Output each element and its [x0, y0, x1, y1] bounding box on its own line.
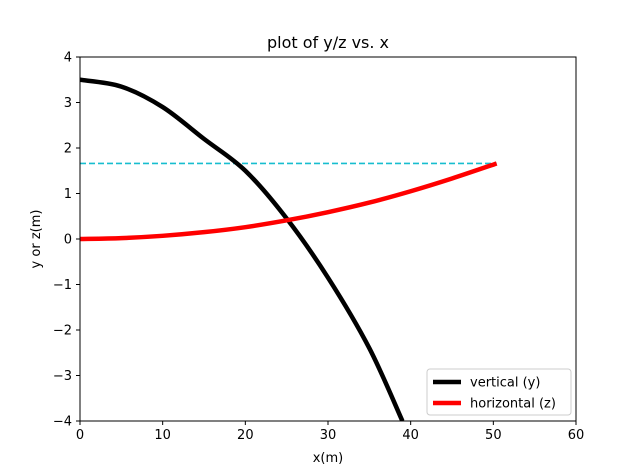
- y-tick-label: 2: [64, 142, 72, 157]
- x-tick-label: 30: [320, 428, 337, 443]
- x-tick-label: 0: [76, 428, 84, 443]
- x-tick-label: 60: [568, 428, 585, 443]
- legend: vertical (y) horizontal (z): [426, 368, 572, 416]
- x-tick-label: 20: [237, 428, 254, 443]
- y-tick-label: 0: [64, 233, 72, 248]
- legend-label: horizontal (z): [470, 397, 556, 412]
- axis-ticks: 0 10 20 30 40 50 60 −4 −3 −2 −1 0 1 2 3 4: [53, 51, 584, 444]
- series-line-vertical: [80, 77, 405, 421]
- y-tick-label: 3: [64, 96, 72, 111]
- x-axis-label: x(m): [313, 451, 344, 466]
- x-tick-label: 50: [485, 428, 502, 443]
- y-tick-label: 4: [64, 51, 72, 66]
- x-tick-label: 10: [154, 428, 171, 443]
- legend-label: vertical (y): [470, 376, 540, 391]
- y-tick-label: −3: [53, 369, 72, 384]
- axes-frame: [79, 56, 577, 422]
- y-tick-label: −4: [53, 415, 72, 430]
- y-tick-label: 1: [64, 187, 72, 202]
- y-axis-label: y or z(m): [29, 210, 44, 269]
- y-tick-label: −1: [53, 278, 72, 293]
- plot-area: [80, 77, 498, 421]
- y-tick-label: −2: [53, 324, 72, 339]
- series-line-horizontal: [80, 161, 498, 242]
- legend-box: [426, 368, 572, 416]
- x-tick-label: 40: [402, 428, 419, 443]
- chart-title: plot of y/z vs. x: [267, 33, 389, 52]
